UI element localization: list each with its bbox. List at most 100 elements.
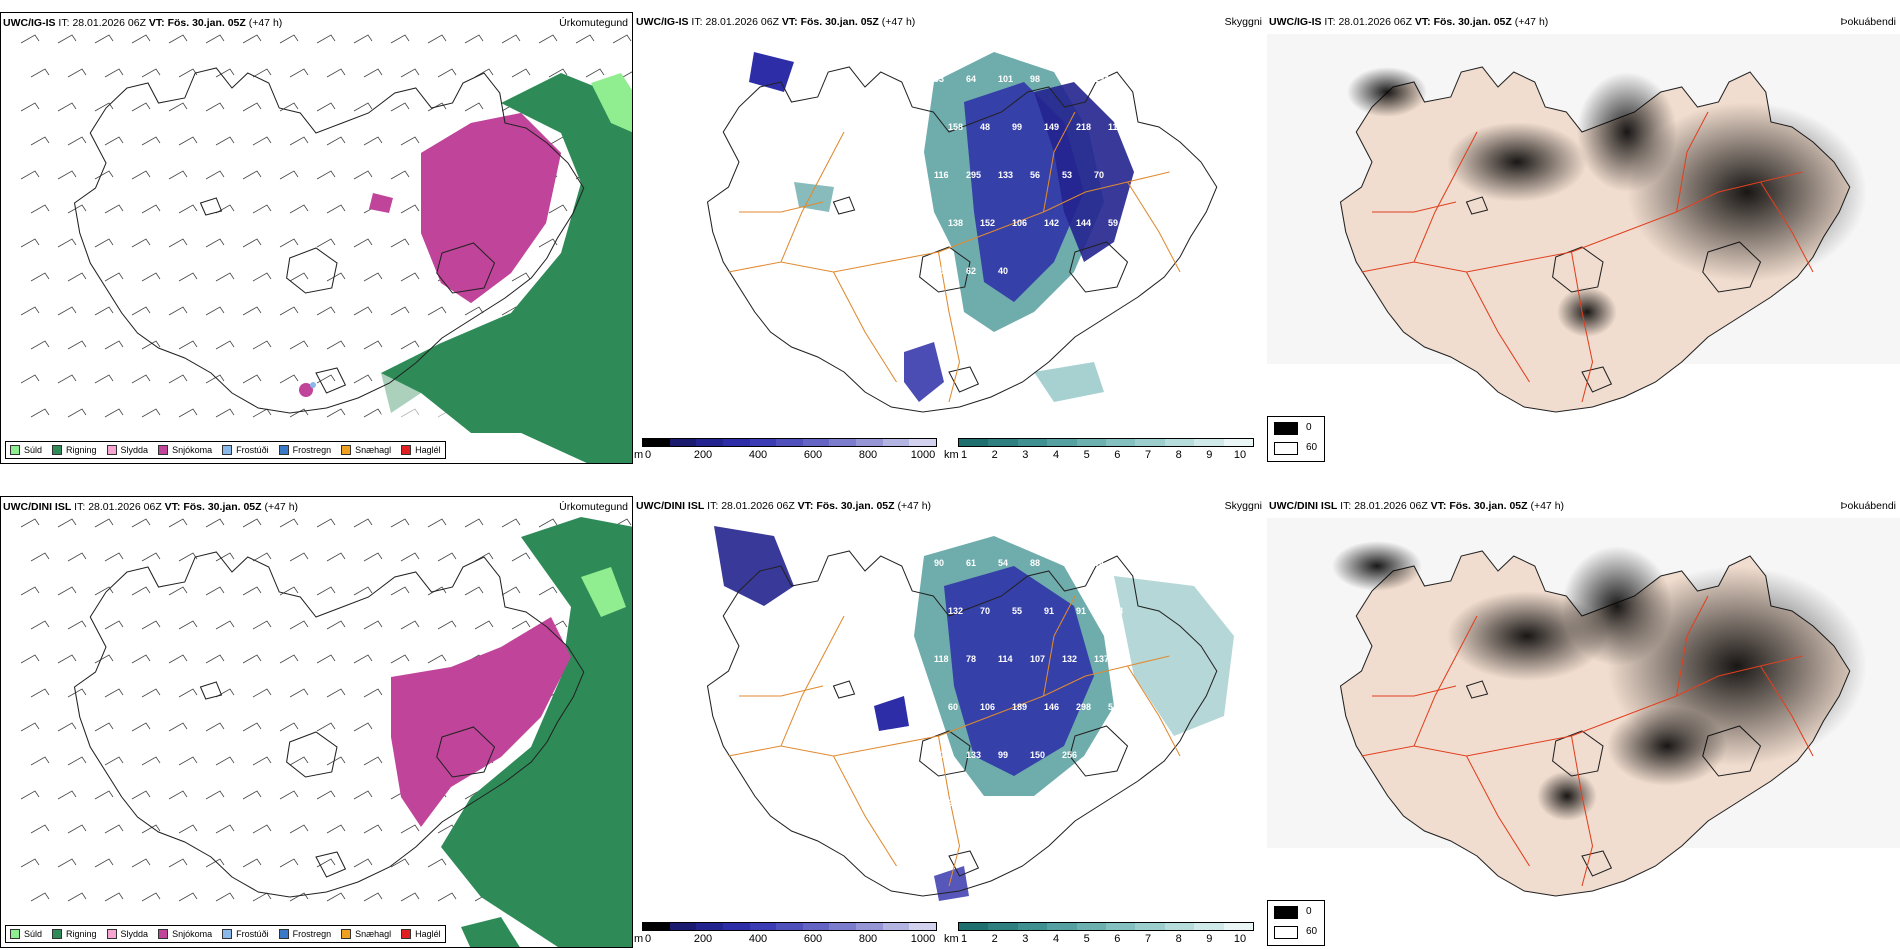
wind-barb [131,374,151,384]
wind-barb [242,518,262,528]
wind-barb [205,102,225,112]
wind-barb [316,654,336,664]
wind-barb [474,552,494,562]
colorbar-segment [669,923,697,930]
wind-barb [353,238,373,248]
wind-barb [353,102,373,112]
visibility-value-label: 132 [948,606,963,616]
wind-barb [501,518,521,528]
wind-barb [141,340,161,350]
colorbar-tick-label: 8 [1175,449,1182,461]
road [1760,181,1814,273]
colorbar-tick-label: 200 [693,933,713,945]
wind-barb [67,68,87,78]
wind-barb [316,170,336,180]
colorbar-segment [1017,439,1048,446]
visibility-value-label: 70 [1094,170,1104,180]
wind-barb [205,586,225,596]
it-value: 28.01.2026 06Z [1354,500,1428,512]
wind-barb [178,824,198,834]
visibility-value-label: 295 [966,170,981,180]
road [1042,111,1076,213]
glacier-outline [948,850,980,877]
wind-barb [30,68,50,78]
wind-barb [94,102,114,112]
vt-value: Fös. 30.jan. 05Z [816,500,895,512]
colorbar-segment [882,439,910,446]
glacier-outline [436,726,496,778]
wind-barb [511,620,531,630]
wind-barb [205,306,225,316]
wind-barb [67,824,87,834]
wind-barb [131,34,151,44]
legend-item: Frostúði [222,445,269,455]
wind-barb [168,170,188,180]
wind-barb [67,204,87,214]
colorbar-segment [909,439,937,446]
wind-barb [427,586,447,596]
vt-value: Fös. 30.jan. 05Z [1433,16,1512,28]
visibility-value-label: 60 [948,702,958,712]
it-label: IT: [1324,16,1336,28]
wind-barb [215,552,235,562]
colorbar-segment [1106,439,1136,446]
wind-barb [585,68,605,78]
wind-barb [141,892,161,902]
wind-barb [252,68,272,78]
legend-item: Haglél [401,445,441,455]
colorbar-tick-label: 600 [803,933,823,945]
wind-barb [353,858,373,868]
wind-barb [215,892,235,902]
panel-header: UWC/IG-IS IT: 28.01.2026 06Z VT: Fös. 30… [3,17,282,29]
wind-barb [30,340,50,350]
wind-barb [353,518,373,528]
wind-barb [427,306,447,316]
colorbar-tick-label: 7 [1144,449,1152,461]
colorbar-tick-label: 10 [1233,933,1247,945]
legend-swatch [10,445,20,455]
legend-swatch [401,445,412,455]
visibility-value-label: 127 [1062,74,1077,84]
glacier-outline [199,681,223,700]
wind-barb [67,756,87,766]
colorbar-tick-label: 0 [644,933,652,945]
visibility-value-labels: 93 64 101 98 127 194 158 48 99 149 218 113 116 295 133… [934,74,1123,276]
wind-barb [289,408,309,418]
wind-barb [400,620,420,630]
it-value: 28.01.2026 06Z [721,500,795,512]
model-name: UWC/DINI ISL [636,500,705,512]
road [1466,271,1530,383]
wind-barb [20,238,40,248]
wind-barb [215,756,235,766]
wind-barb [437,68,457,78]
visibility-value-label: 189 [1012,702,1027,712]
precip-type-legend: Súld Rigning Slydda Snjókoma Frostúði Frostre… [5,441,446,459]
wind-barb [205,374,225,384]
colorbar-tick-label: 1 [960,933,968,945]
legend-label: Frostregn [292,929,332,939]
legend-label: Frostregn [292,445,332,455]
panel-title: Úrkomutegund [559,501,628,513]
visibility-value-label: 91 [1076,606,1086,616]
wind-barb [363,408,383,418]
wind-barb [57,238,77,248]
wind-barb [252,340,272,350]
wind-barb [326,68,346,78]
wind-barb [168,306,188,316]
glacier-outline [832,680,856,699]
visibility-value-label: 118 [934,654,949,664]
legend-item: Slydda [106,445,148,455]
wind-barb [205,858,225,868]
visibility-value-label: 107 [1030,654,1045,664]
wind-barb [400,136,420,146]
road [1371,685,1457,697]
wind-barb [30,272,50,282]
legend-item: Snæhagl [341,929,391,939]
wind-barb [390,238,410,248]
visibility-value-label: 91 [1044,606,1054,616]
colorbar-segment [1164,439,1195,446]
fog-legend-label: 60 [1306,926,1318,937]
wind-barb [289,204,309,214]
iceland-outline [706,66,1218,413]
road [1127,665,1181,757]
